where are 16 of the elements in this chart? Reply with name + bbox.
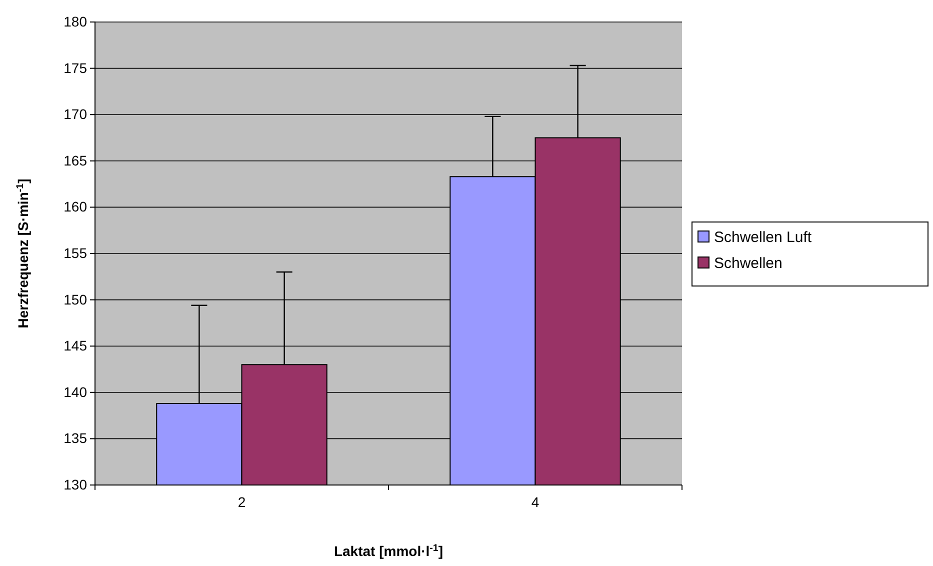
y-tick-label: 175: [64, 60, 88, 76]
x-axis-title: Laktat [mmol·l$^{-1}$]: [334, 542, 444, 559]
y-tick-label: 180: [64, 13, 88, 30]
x-tick-label: 2: [238, 494, 246, 510]
y-tick-label: 145: [64, 338, 88, 354]
y-tick-label: 130: [64, 476, 88, 492]
legend-label: Schwellen: [714, 255, 782, 272]
y-tick-label: 165: [64, 152, 88, 168]
y-tick-label: 140: [64, 384, 88, 400]
y-tick-label: 160: [64, 198, 88, 215]
y-tick-label: 135: [64, 430, 88, 446]
y-tick-label: 170: [64, 106, 88, 122]
legend-label: Schwellen Luft: [714, 229, 812, 246]
x-tick-label: 4: [531, 494, 540, 510]
y-tick-label: 150: [64, 291, 88, 308]
y-tick-label: 155: [64, 244, 88, 261]
